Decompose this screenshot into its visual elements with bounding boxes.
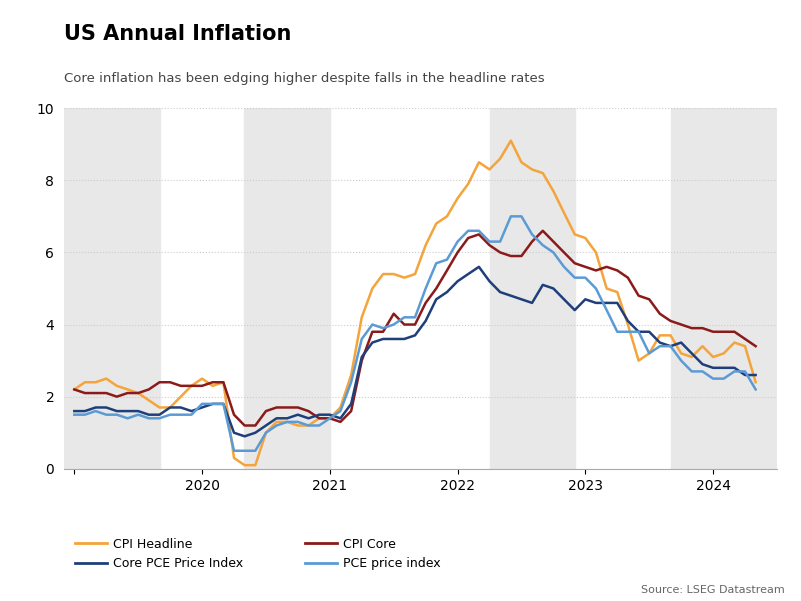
- Text: Source: LSEG Datastream: Source: LSEG Datastream: [642, 585, 785, 595]
- Bar: [671, 108, 777, 469]
- Text: Core inflation has been edging higher despite falls in the headline rates: Core inflation has been edging higher de…: [64, 72, 545, 85]
- Legend: CPI Headline, Core PCE Price Index, CPI Core, PCE price index: CPI Headline, Core PCE Price Index, CPI …: [70, 532, 445, 575]
- Text: US Annual Inflation: US Annual Inflation: [64, 24, 292, 44]
- Bar: [244, 108, 330, 469]
- Bar: [489, 108, 575, 469]
- Bar: [64, 108, 160, 469]
